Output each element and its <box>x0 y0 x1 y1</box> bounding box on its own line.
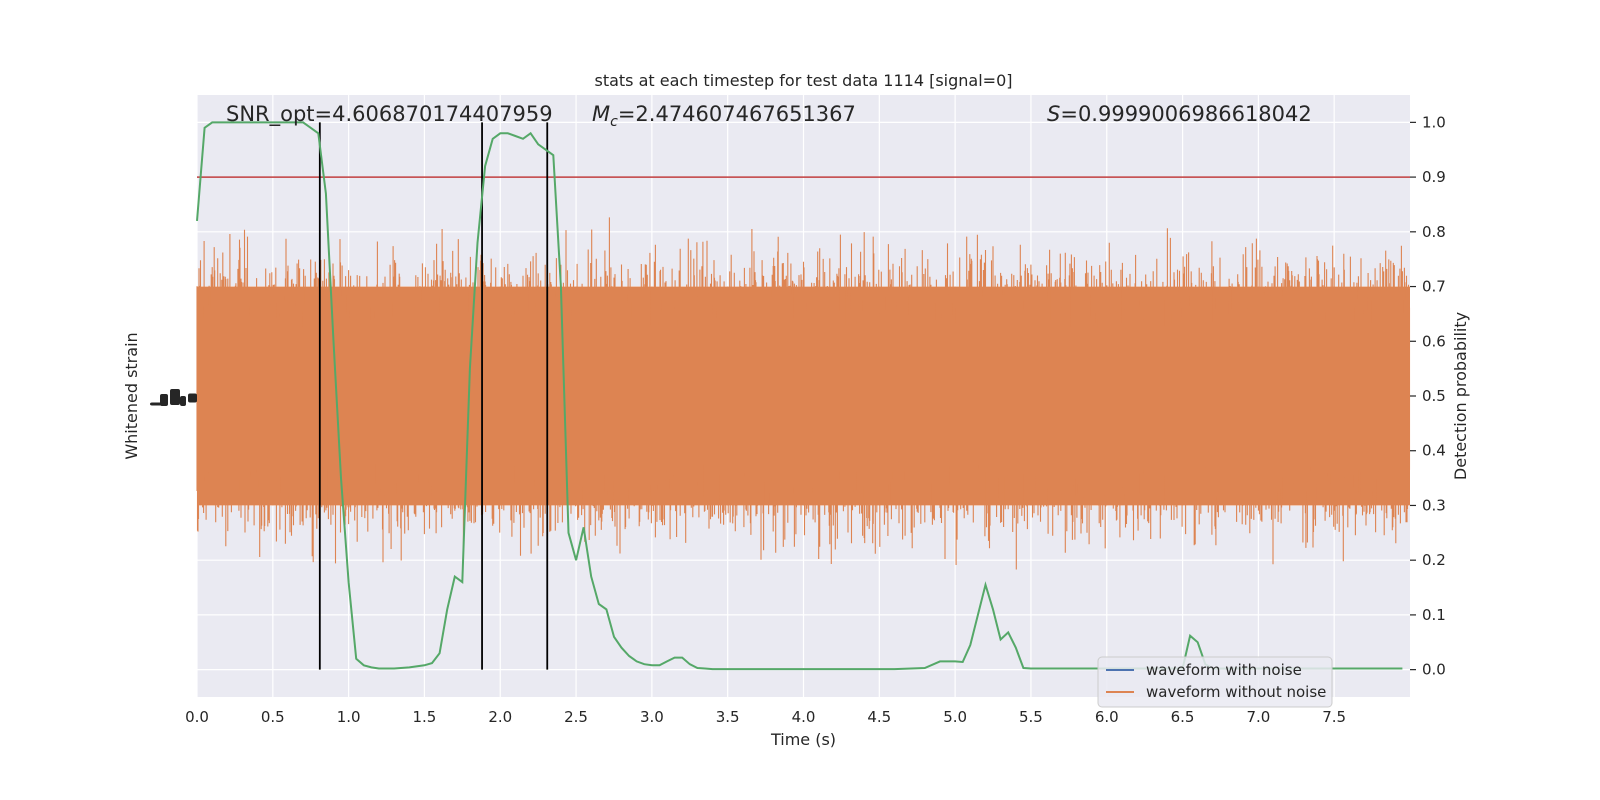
chart-title: stats at each timestep for test data 111… <box>594 71 1012 90</box>
legend-box <box>1097 656 1333 708</box>
x-tick-label: 2.0 <box>488 708 512 726</box>
left-tick-glyph <box>170 389 180 405</box>
event-lines <box>318 122 549 670</box>
x-tick-label: 7.5 <box>1322 708 1346 726</box>
y-tick-label: 0.1 <box>1422 606 1446 624</box>
score-symbol: S <box>1047 102 1060 126</box>
x-tick-label: 1.0 <box>337 708 361 726</box>
legend-label-with-noise: waveform with noise <box>1146 661 1302 679</box>
x-tick-label: 4.0 <box>792 708 816 726</box>
y-tick-label: 0.0 <box>1422 661 1446 679</box>
legend: waveform with noise waveform without noi… <box>1097 656 1333 708</box>
y-tick-label: 0.6 <box>1422 332 1446 350</box>
chirp-mass-value: =2.474607467651367 <box>618 102 856 126</box>
left-tick-glyph <box>188 393 197 403</box>
score-value: =0.9999006986618042 <box>1060 102 1311 126</box>
y-tick-label: 0.3 <box>1422 496 1446 514</box>
y-tick-label: 0.2 <box>1422 551 1446 569</box>
y-tick-label: 1.0 <box>1422 113 1446 131</box>
legend-label-without-noise: waveform without noise <box>1146 683 1326 701</box>
x-tick-label: 5.0 <box>943 708 967 726</box>
score-annotation: S=0.9999006986618042 <box>1047 102 1312 126</box>
x-axis-label: Time (s) <box>770 730 836 749</box>
x-tick-label: 0.5 <box>261 708 285 726</box>
y-axis-left-label: Whitened strain <box>122 332 141 459</box>
y-tick-label: 0.8 <box>1422 223 1446 241</box>
x-tick-label: 6.5 <box>1171 708 1195 726</box>
y-axis-right-label: Detection probability <box>1451 312 1470 480</box>
waveform-without-noise-series <box>196 217 1411 570</box>
y-tick-label: 0.5 <box>1422 387 1446 405</box>
x-tick-label: 2.5 <box>564 708 588 726</box>
y-axis-right-ticks: 0.0 0.1 0.2 0.3 0.4 0.5 0.6 0.7 0.8 0.9 1.0 <box>1410 113 1446 679</box>
y-axis-left-ticks <box>150 389 197 406</box>
x-tick-label: 0.0 <box>185 708 209 726</box>
y-tick-label: 0.9 <box>1422 168 1446 186</box>
chirp-mass-symbol: M <box>592 102 610 126</box>
left-tick-glyph <box>180 396 186 406</box>
x-tick-label: 3.5 <box>716 708 740 726</box>
snr-annotation: SNR_opt=4.606870174407959 <box>226 102 553 127</box>
x-tick-label: 7.0 <box>1246 708 1270 726</box>
left-tick-glyph <box>150 402 162 406</box>
left-tick-glyph <box>160 394 168 406</box>
x-tick-label: 6.0 <box>1095 708 1119 726</box>
x-tick-label: 1.5 <box>413 708 437 726</box>
x-tick-label: 5.5 <box>1019 708 1043 726</box>
chirp-mass-annotation: Mc=2.474607467651367 <box>592 102 856 130</box>
y-tick-label: 0.4 <box>1422 442 1446 460</box>
x-tick-label: 3.0 <box>640 708 664 726</box>
y-tick-label: 0.7 <box>1422 278 1446 296</box>
chirp-mass-subscript: c <box>610 114 618 130</box>
x-axis-ticks: 0.0 0.5 1.0 1.5 2.0 2.5 3.0 3.5 4.0 4.5 5.0 5.5 6.0 6… <box>185 708 1346 726</box>
x-tick-label: 4.5 <box>867 708 891 726</box>
waveform-spikes <box>196 217 1411 570</box>
